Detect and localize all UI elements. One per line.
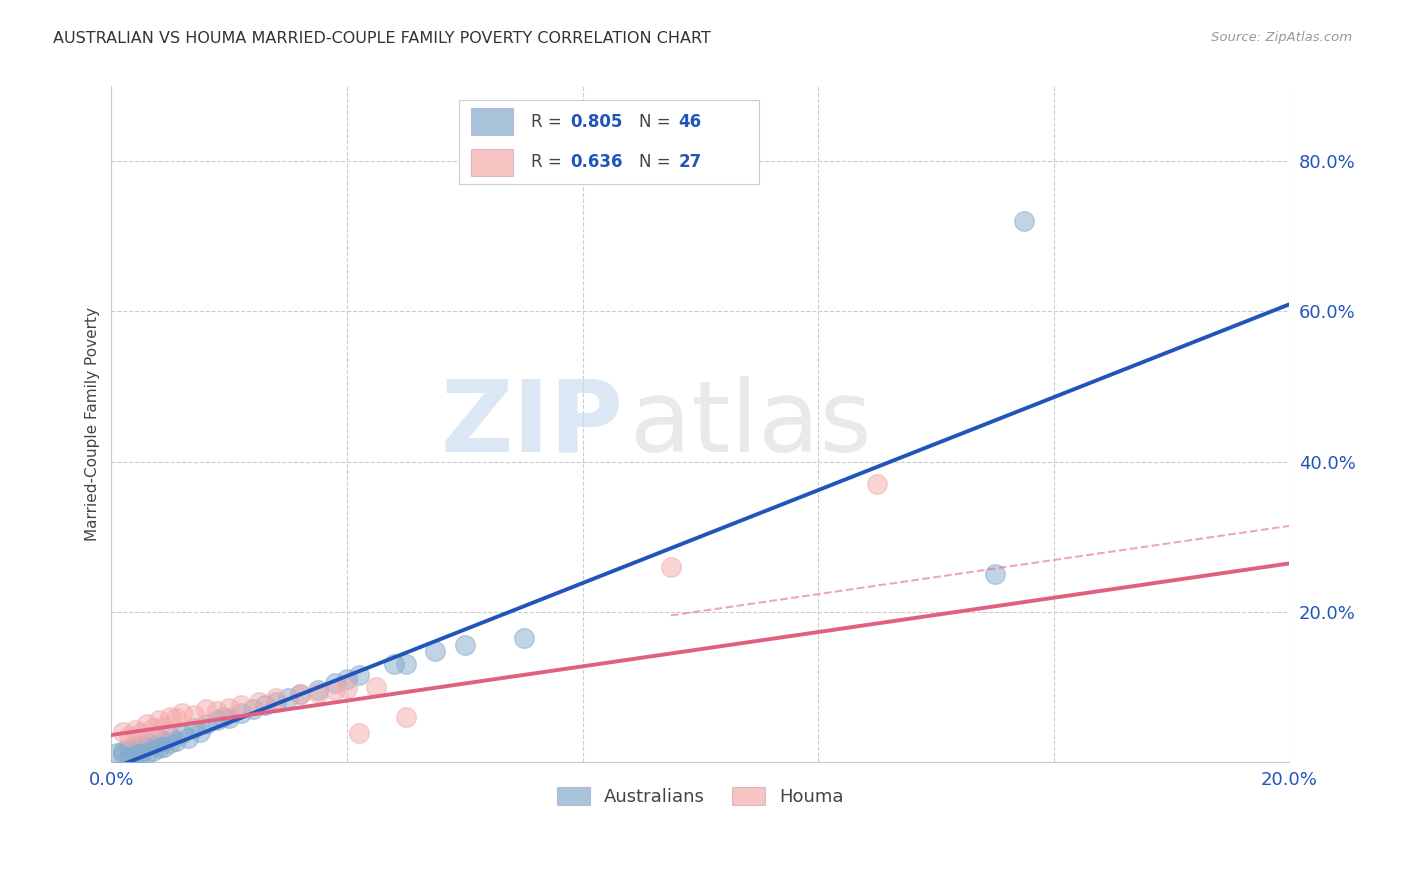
Point bbox=[229, 706, 252, 720]
Point bbox=[135, 736, 157, 750]
Point bbox=[142, 738, 165, 752]
Point bbox=[207, 714, 229, 728]
Point bbox=[266, 695, 288, 709]
Point bbox=[172, 726, 194, 740]
Point bbox=[183, 721, 205, 735]
Point bbox=[288, 687, 311, 701]
Point bbox=[118, 741, 141, 756]
Point bbox=[118, 729, 141, 743]
Point bbox=[153, 739, 176, 754]
Point bbox=[395, 657, 418, 672]
Point bbox=[159, 729, 181, 743]
Point bbox=[172, 706, 194, 720]
Point bbox=[984, 567, 1007, 582]
Point bbox=[307, 686, 329, 700]
Point bbox=[165, 733, 187, 747]
Point bbox=[135, 717, 157, 731]
Point bbox=[177, 731, 200, 745]
Point bbox=[207, 704, 229, 718]
Point bbox=[142, 721, 165, 735]
Point bbox=[142, 743, 165, 757]
Point bbox=[347, 726, 370, 740]
Legend: Australians, Houma: Australians, Houma bbox=[550, 780, 851, 814]
Text: ZIP: ZIP bbox=[441, 376, 624, 473]
Point bbox=[212, 710, 235, 724]
Point bbox=[159, 736, 181, 750]
Point bbox=[118, 748, 141, 763]
Point bbox=[194, 702, 217, 716]
Point bbox=[105, 746, 128, 760]
Point bbox=[148, 741, 170, 756]
Point bbox=[124, 739, 146, 754]
Point bbox=[347, 668, 370, 682]
Text: Source: ZipAtlas.com: Source: ZipAtlas.com bbox=[1212, 31, 1353, 45]
Point bbox=[124, 723, 146, 738]
Point bbox=[512, 631, 534, 645]
Point bbox=[148, 714, 170, 728]
Point bbox=[366, 680, 388, 694]
Point bbox=[242, 702, 264, 716]
Point bbox=[112, 724, 135, 739]
Point bbox=[395, 710, 418, 724]
Point bbox=[659, 559, 682, 574]
Point bbox=[129, 726, 152, 740]
Point bbox=[425, 643, 447, 657]
Point bbox=[153, 719, 176, 733]
Point bbox=[153, 733, 176, 747]
Point bbox=[124, 746, 146, 760]
Point bbox=[1012, 214, 1035, 228]
Point bbox=[218, 700, 240, 714]
Point bbox=[277, 690, 299, 705]
Point bbox=[307, 683, 329, 698]
Y-axis label: Married-Couple Family Poverty: Married-Couple Family Poverty bbox=[86, 307, 100, 541]
Point bbox=[194, 717, 217, 731]
Point bbox=[159, 710, 181, 724]
Point bbox=[288, 687, 311, 701]
Point bbox=[135, 746, 157, 760]
Point bbox=[183, 708, 205, 723]
Point bbox=[188, 724, 211, 739]
Point bbox=[323, 683, 346, 698]
Point bbox=[218, 711, 240, 725]
Point bbox=[165, 711, 187, 725]
Point bbox=[866, 477, 889, 491]
Text: AUSTRALIAN VS HOUMA MARRIED-COUPLE FAMILY POVERTY CORRELATION CHART: AUSTRALIAN VS HOUMA MARRIED-COUPLE FAMIL… bbox=[53, 31, 711, 46]
Point bbox=[323, 676, 346, 690]
Point bbox=[112, 747, 135, 762]
Point bbox=[129, 738, 152, 752]
Text: atlas: atlas bbox=[630, 376, 872, 473]
Point bbox=[336, 681, 359, 696]
Point bbox=[253, 698, 276, 713]
Point bbox=[336, 672, 359, 686]
Point bbox=[247, 695, 270, 709]
Point bbox=[148, 732, 170, 747]
Point bbox=[382, 657, 405, 672]
Point bbox=[229, 698, 252, 713]
Point bbox=[454, 639, 477, 653]
Point bbox=[266, 690, 288, 705]
Point bbox=[129, 743, 152, 757]
Point bbox=[129, 747, 152, 762]
Point bbox=[112, 743, 135, 757]
